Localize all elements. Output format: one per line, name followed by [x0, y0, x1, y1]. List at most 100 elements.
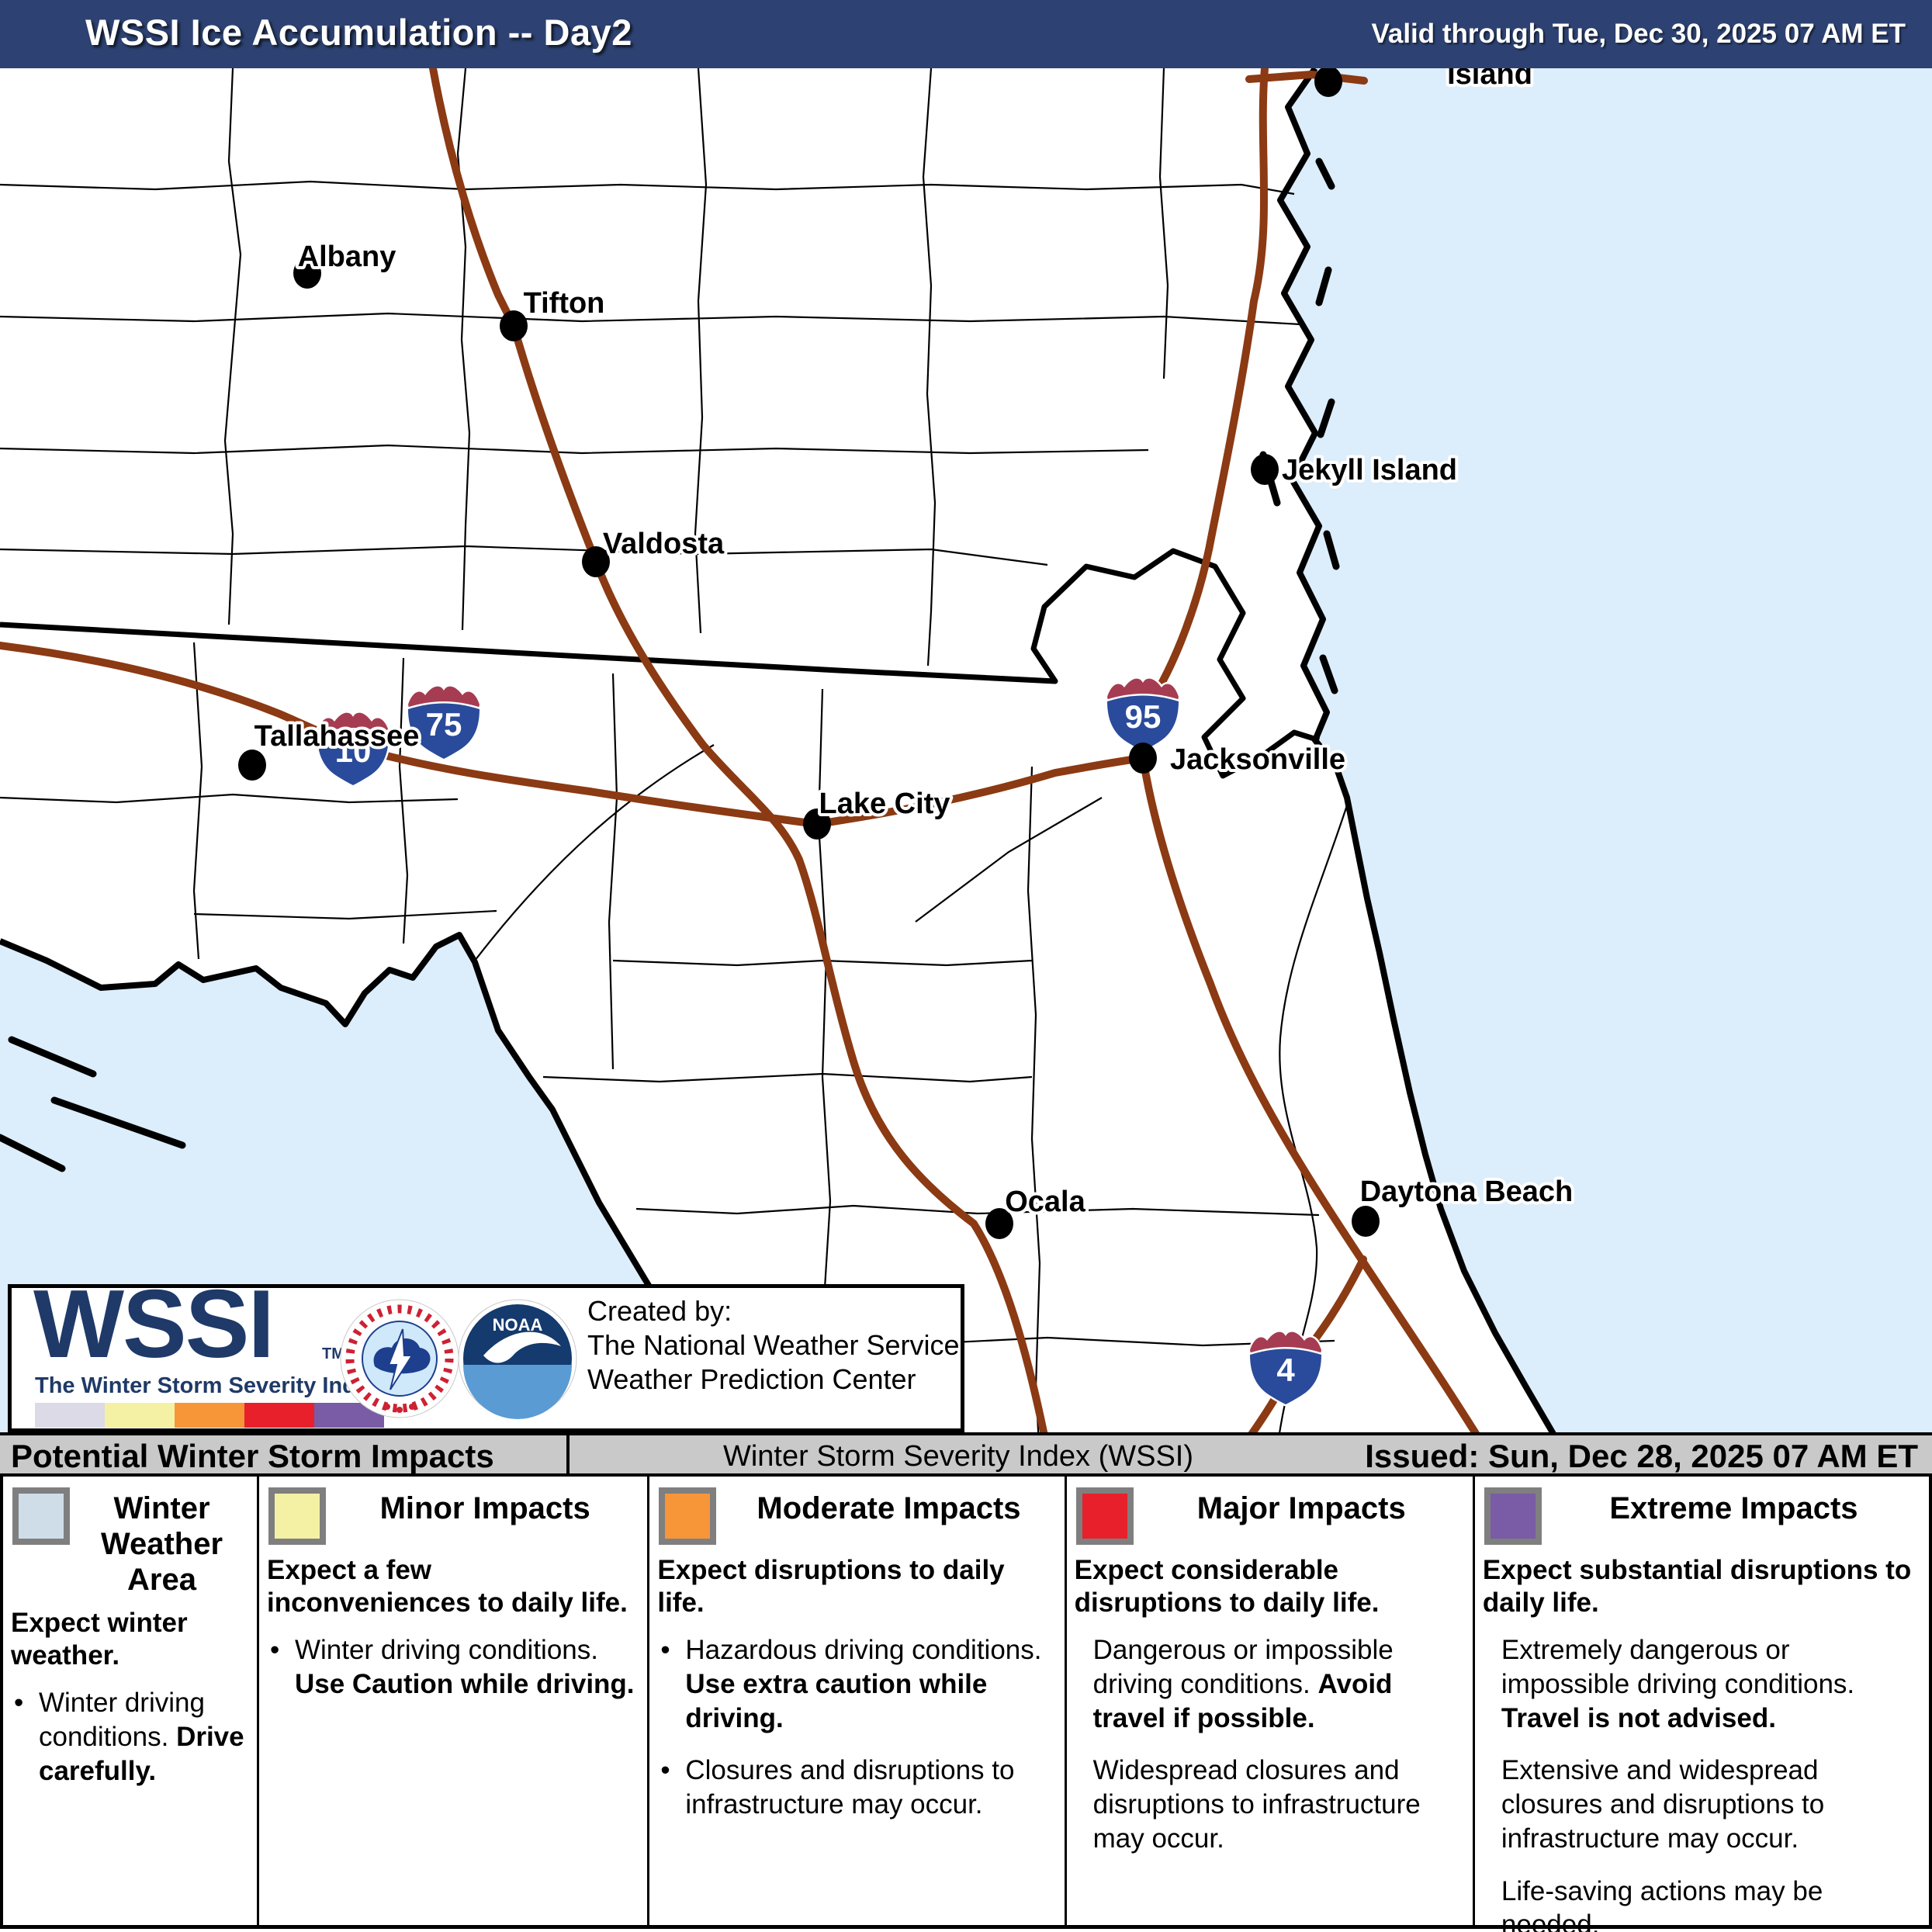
- city-label: Ocala: [1005, 1186, 1085, 1218]
- impacts-legend: Winter Weather Area Expect winter weather…: [0, 1477, 1932, 1932]
- strip-swatch: [105, 1403, 175, 1428]
- legend-title: Minor Impacts: [379, 1491, 590, 1525]
- title-bar-divider: [566, 1435, 570, 1473]
- legend-items: Dangerous or impossible driving conditio…: [1075, 1633, 1463, 1856]
- nws-logo: [340, 1299, 459, 1418]
- legend-title: Moderate Impacts: [757, 1491, 1021, 1525]
- city-marker: Daytona Beach: [1352, 1172, 1576, 1237]
- city-marker: Island: [1314, 68, 1536, 97]
- issued-text: Issued: Sun, Dec 28, 2025 07 AM ET: [1365, 1438, 1918, 1474]
- city-label: Valdosta: [603, 528, 725, 560]
- interstate-shield: 95: [1105, 677, 1181, 753]
- shield-body: [315, 728, 391, 788]
- shield-number: 75: [426, 706, 462, 743]
- legend-swatch: [1075, 1487, 1134, 1545]
- city-label: Island: [1447, 68, 1532, 91]
- legend-item: Dangerous or impossible driving conditio…: [1075, 1633, 1463, 1735]
- legend-item-text: Closures and disruptions to infrastructu…: [685, 1755, 1015, 1819]
- page-title: WSSI Ice Accumulation -- Day2: [85, 12, 632, 53]
- city-label: Lake City: [819, 788, 950, 820]
- city-marker: Tifton: [500, 284, 608, 341]
- legend-item-text: Extensive and widespread closures and di…: [1501, 1755, 1825, 1854]
- created-by-line1: The National Weather Service: [587, 1328, 960, 1361]
- legend-item-bold: Avoid travel if possible.: [1092, 1668, 1393, 1733]
- city-dot: [1251, 454, 1279, 485]
- coastal-road: [1245, 71, 1368, 85]
- city-markers: Albany Tifton Valdosta Island Jekyll Island T…: [238, 68, 1576, 1239]
- legend-title: Winter Weather Area: [100, 1491, 223, 1597]
- strip-swatch: [35, 1403, 105, 1428]
- city-label: Albany: [298, 241, 396, 273]
- legend-items: Extremely dangerous or impossible drivin…: [1483, 1633, 1920, 1932]
- bullet-icon: •: [660, 1635, 670, 1665]
- impacts-title-bar: Potential Winter Storm Impacts Winter St…: [0, 1432, 1932, 1477]
- city-dot: [1352, 1206, 1380, 1237]
- city-dot: [803, 808, 831, 840]
- legend-lead: Expect disruptions to daily life.: [657, 1555, 1005, 1618]
- interstate-shields: 10 75 95 4: [315, 677, 1324, 1407]
- city-marker: Jacksonville: [1129, 740, 1349, 779]
- bullet-icon: •: [269, 1635, 280, 1665]
- atlantic-coastline: [1277, 68, 1572, 1459]
- legend-item-text: Dangerous or impossible driving conditio…: [1092, 1635, 1394, 1699]
- impacts-title: Potential Winter Storm Impacts: [11, 1438, 494, 1474]
- city-label: Daytona Beach: [1360, 1175, 1574, 1208]
- map-area: 10 75 95 4 Albany Tifton Valdosta Island Jekyll…: [0, 68, 1932, 1459]
- city-dot: [500, 310, 528, 341]
- legend-item: Extensive and widespread closures and di…: [1483, 1754, 1920, 1855]
- wssi-logo-box: WSSI TM The Winter Storm Severity Index …: [8, 1271, 964, 1432]
- legend-items: • Winter driving conditions. Use Caution …: [267, 1633, 638, 1702]
- legend-column: Winter Weather Area Expect winter weather…: [3, 1477, 257, 1925]
- legend-item-text: Winter driving conditions.: [294, 1635, 598, 1665]
- legend-lead: Expect winter weather.: [11, 1608, 188, 1671]
- city-label: Jekyll Island: [1282, 454, 1457, 486]
- legend-item-text: Life-saving actions may be needed.: [1501, 1875, 1823, 1932]
- legend-item: Life-saving actions may be needed.: [1483, 1875, 1920, 1932]
- legend-item: • Hazardous driving conditions. Use extra…: [657, 1633, 1054, 1735]
- legend-column: Major Impacts Expect considerable disrupt…: [1064, 1477, 1473, 1925]
- wssi-index-label: Winter Storm Severity Index (WSSI): [722, 1440, 1194, 1473]
- legend-lead: Expect considerable disruptions to daily…: [1074, 1555, 1380, 1618]
- legend-item: Extremely dangerous or impossible drivin…: [1483, 1633, 1920, 1735]
- interstate-shield: 10: [315, 711, 391, 788]
- legend-item-bold: Use Caution while driving.: [294, 1668, 635, 1699]
- legend-item: • Winter driving conditions. Drive carefu…: [11, 1686, 248, 1788]
- city-dot: [1314, 68, 1342, 97]
- legend-swatch: [268, 1487, 326, 1545]
- legend-item-text: Winter driving conditions.: [39, 1688, 205, 1752]
- bullet-icon: •: [660, 1755, 670, 1786]
- legend-title-row: Extreme Impacts: [1483, 1486, 1920, 1545]
- shield-number: 10: [335, 732, 372, 769]
- legend-title-row: Major Impacts: [1075, 1486, 1463, 1545]
- trademark: TM: [322, 1345, 345, 1362]
- shield-body: [1248, 1347, 1324, 1407]
- city-marker: Jekyll Island: [1251, 451, 1460, 490]
- created-by-line2: Weather Prediction Center: [587, 1362, 916, 1395]
- city-marker: Ocala: [985, 1182, 1089, 1239]
- shield-body: [406, 701, 482, 761]
- legend-column: Minor Impacts Expect a few inconveniences…: [256, 1477, 647, 1925]
- legend-title-row: Moderate Impacts: [657, 1486, 1054, 1545]
- city-label: Tifton: [524, 287, 605, 320]
- legend-column: Moderate Impacts Expect disruptions to da…: [647, 1477, 1064, 1925]
- city-dot: [238, 750, 266, 781]
- legend-item: • Winter driving conditions. Use Caution …: [267, 1633, 638, 1702]
- legend-item-bold: Travel is not advised.: [1501, 1702, 1776, 1733]
- legend-lead: Expect substantial disruptions to daily …: [1482, 1555, 1912, 1618]
- strip-swatch: [175, 1403, 244, 1428]
- shield-number: 95: [1125, 698, 1162, 735]
- city-marker: Lake City: [803, 784, 953, 840]
- created-by-block: Created by: The National Weather Service…: [587, 1294, 960, 1397]
- wssi-logo-text: WSSI: [33, 1271, 275, 1378]
- city-dot: [985, 1208, 1013, 1239]
- created-by-label: Created by:: [587, 1295, 732, 1327]
- bullet-icon: •: [14, 1688, 24, 1718]
- legend-item-text: Extremely dangerous or impossible drivin…: [1501, 1635, 1855, 1699]
- legend-item-bold: Drive carefully.: [39, 1721, 244, 1786]
- valid-through-text: Valid through Tue, Dec 30, 2025 07 AM ET: [1371, 19, 1906, 49]
- city-dot: [293, 258, 321, 289]
- legend-title: Extreme Impacts: [1609, 1491, 1858, 1525]
- legend-title-row: Winter Weather Area: [11, 1486, 248, 1598]
- city-label: Jacksonville: [1170, 743, 1345, 776]
